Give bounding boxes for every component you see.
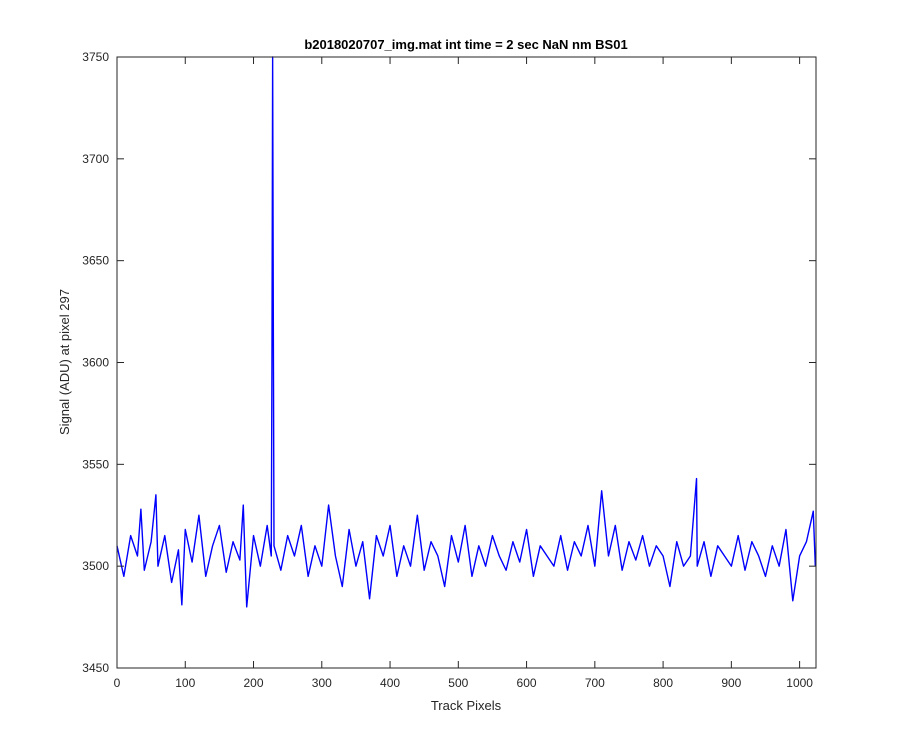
x-tick-label: 300: [312, 676, 332, 690]
series-layer: [116, 56, 817, 608]
x-tick-label: 900: [721, 676, 741, 690]
x-tick-label: 0: [114, 676, 121, 690]
x-tick-label: 600: [517, 676, 537, 690]
y-tick-label: 3500: [82, 559, 109, 573]
y-tick-label: 3600: [82, 356, 109, 370]
series-line-0: [116, 56, 817, 608]
plot-area: [117, 57, 816, 668]
x-tick-label: 200: [244, 676, 264, 690]
y-axis-ticks: 3450 3500 3550 3600 3650 3700 3750: [82, 50, 816, 675]
y-tick-label: 3700: [82, 152, 109, 166]
y-tick-label: 3750: [82, 50, 109, 64]
y-axis-label: Signal (ADU) at pixel 297: [57, 289, 72, 435]
x-tick-label: 100: [175, 676, 195, 690]
x-tick-label: 500: [448, 676, 468, 690]
x-tick-label: 800: [653, 676, 673, 690]
y-tick-label: 3550: [82, 457, 109, 471]
chart-title: b2018020707_img.mat int time = 2 sec NaN…: [304, 37, 627, 52]
x-axis-label: Track Pixels: [431, 698, 502, 713]
x-axis-ticks: 0 100 200 300 400 500 600 700 800 900 1000: [114, 57, 813, 690]
x-tick-label: 1000: [786, 676, 813, 690]
y-tick-label: 3650: [82, 254, 109, 268]
x-tick-label: 700: [585, 676, 605, 690]
y-tick-label: 3450: [82, 661, 109, 675]
x-tick-label: 400: [380, 676, 400, 690]
